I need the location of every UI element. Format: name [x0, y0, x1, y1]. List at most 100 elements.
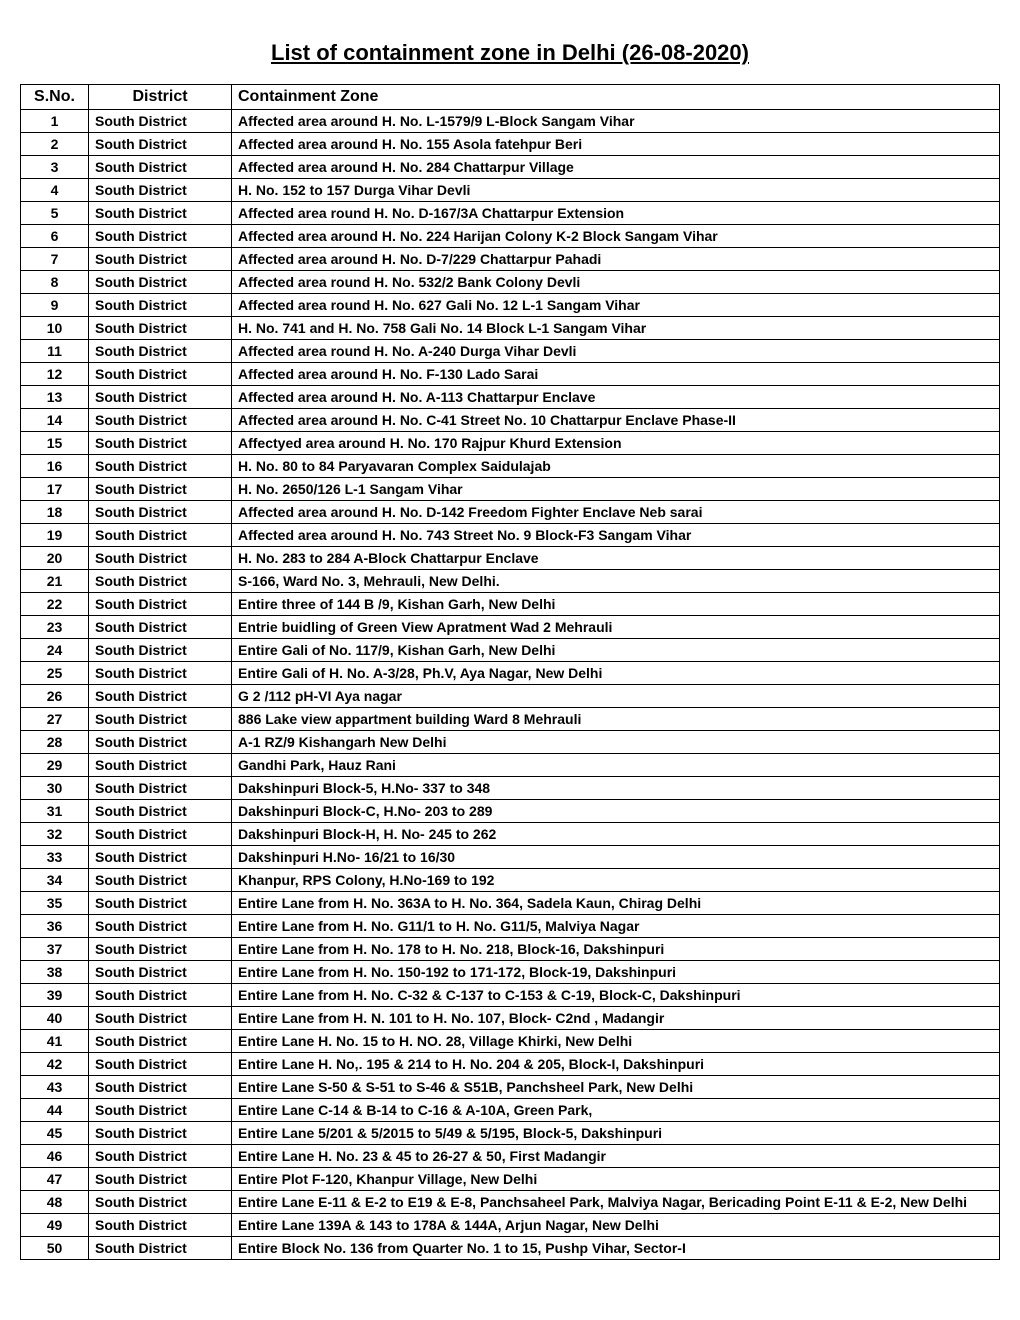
table-row: 32South DistrictDakshinpuri Block-H, H. …: [21, 823, 1000, 846]
cell-sno: 32: [21, 823, 89, 846]
cell-district: South District: [89, 271, 232, 294]
table-row: 38South DistrictEntire Lane from H. No. …: [21, 961, 1000, 984]
cell-district: South District: [89, 547, 232, 570]
cell-zone: Entire Lane from H. No. C-32 & C-137 to …: [232, 984, 1000, 1007]
table-row: 31South DistrictDakshinpuri Block-C, H.N…: [21, 800, 1000, 823]
cell-zone: Entire Plot F-120, Khanpur Village, New …: [232, 1168, 1000, 1191]
cell-zone: Entire three of 144 B /9, Kishan Garh, N…: [232, 593, 1000, 616]
cell-sno: 49: [21, 1214, 89, 1237]
table-row: 19South DistrictAffected area around H. …: [21, 524, 1000, 547]
table-row: 2South DistrictAffected area around H. N…: [21, 133, 1000, 156]
table-row: 45South DistrictEntire Lane 5/201 & 5/20…: [21, 1122, 1000, 1145]
cell-zone: Affected area round H. No. 532/2 Bank Co…: [232, 271, 1000, 294]
table-row: 22South DistrictEntire three of 144 B /9…: [21, 593, 1000, 616]
table-row: 12South DistrictAffected area around H. …: [21, 363, 1000, 386]
col-header-district: District: [89, 85, 232, 110]
cell-sno: 39: [21, 984, 89, 1007]
cell-district: South District: [89, 800, 232, 823]
cell-sno: 29: [21, 754, 89, 777]
cell-sno: 33: [21, 846, 89, 869]
cell-sno: 14: [21, 409, 89, 432]
cell-zone: Entire Lane H. No,. 195 & 214 to H. No. …: [232, 1053, 1000, 1076]
table-row: 7South DistrictAffected area around H. N…: [21, 248, 1000, 271]
cell-district: South District: [89, 110, 232, 133]
table-row: 33South DistrictDakshinpuri H.No- 16/21 …: [21, 846, 1000, 869]
cell-sno: 45: [21, 1122, 89, 1145]
cell-zone: Affected area around H. No. D-7/229 Chat…: [232, 248, 1000, 271]
table-row: 18South DistrictAffected area around H. …: [21, 501, 1000, 524]
cell-zone: Dakshinpuri Block-H, H. No- 245 to 262: [232, 823, 1000, 846]
cell-sno: 12: [21, 363, 89, 386]
cell-zone: Affected area around H. No. A-113 Chatta…: [232, 386, 1000, 409]
cell-district: South District: [89, 1076, 232, 1099]
cell-zone: Entire Gali of No. 117/9, Kishan Garh, N…: [232, 639, 1000, 662]
cell-district: South District: [89, 984, 232, 1007]
cell-sno: 9: [21, 294, 89, 317]
cell-sno: 1: [21, 110, 89, 133]
cell-sno: 18: [21, 501, 89, 524]
cell-district: South District: [89, 202, 232, 225]
cell-zone: Entire Lane H. No. 23 & 45 to 26-27 & 50…: [232, 1145, 1000, 1168]
table-row: 14South DistrictAffected area around H. …: [21, 409, 1000, 432]
cell-sno: 43: [21, 1076, 89, 1099]
table-row: 44South DistrictEntire Lane C-14 & B-14 …: [21, 1099, 1000, 1122]
table-row: 10South DistrictH. No. 741 and H. No. 75…: [21, 317, 1000, 340]
cell-district: South District: [89, 1237, 232, 1260]
cell-zone: Entire Lane from H. No. 178 to H. No. 21…: [232, 938, 1000, 961]
cell-district: South District: [89, 639, 232, 662]
cell-zone: Affected area round H. No. 627 Gali No. …: [232, 294, 1000, 317]
cell-zone: A-1 RZ/9 Kishangarh New Delhi: [232, 731, 1000, 754]
cell-zone: Affected area around H. No. 743 Street N…: [232, 524, 1000, 547]
cell-sno: 38: [21, 961, 89, 984]
cell-sno: 46: [21, 1145, 89, 1168]
table-row: 1South DistrictAffected area around H. N…: [21, 110, 1000, 133]
cell-district: South District: [89, 1122, 232, 1145]
cell-district: South District: [89, 386, 232, 409]
cell-zone: Affected area round H. No. D-167/3A Chat…: [232, 202, 1000, 225]
cell-zone: Affectyed area around H. No. 170 Rajpur …: [232, 432, 1000, 455]
table-row: 29South DistrictGandhi Park, Hauz Rani: [21, 754, 1000, 777]
cell-zone: Affected area around H. No. C-41 Street …: [232, 409, 1000, 432]
table-row: 37South DistrictEntire Lane from H. No. …: [21, 938, 1000, 961]
table-row: 30South DistrictDakshinpuri Block-5, H.N…: [21, 777, 1000, 800]
cell-zone: Gandhi Park, Hauz Rani: [232, 754, 1000, 777]
cell-district: South District: [89, 363, 232, 386]
cell-district: South District: [89, 938, 232, 961]
cell-zone: Entire Lane E-11 & E-2 to E19 & E-8, Pan…: [232, 1191, 1000, 1214]
cell-sno: 28: [21, 731, 89, 754]
cell-district: South District: [89, 524, 232, 547]
cell-sno: 5: [21, 202, 89, 225]
cell-sno: 25: [21, 662, 89, 685]
table-row: 46South DistrictEntire Lane H. No. 23 & …: [21, 1145, 1000, 1168]
cell-district: South District: [89, 248, 232, 271]
table-row: 23South DistrictEntrie buidling of Green…: [21, 616, 1000, 639]
table-row: 24South DistrictEntire Gali of No. 117/9…: [21, 639, 1000, 662]
table-row: 41South DistrictEntire Lane H. No. 15 to…: [21, 1030, 1000, 1053]
cell-sno: 34: [21, 869, 89, 892]
cell-district: South District: [89, 1007, 232, 1030]
cell-district: South District: [89, 685, 232, 708]
cell-sno: 27: [21, 708, 89, 731]
cell-zone: G 2 /112 pH-VI Aya nagar: [232, 685, 1000, 708]
cell-district: South District: [89, 1099, 232, 1122]
table-row: 27South District886 Lake view appartment…: [21, 708, 1000, 731]
cell-district: South District: [89, 846, 232, 869]
cell-sno: 31: [21, 800, 89, 823]
cell-zone: Entrie buidling of Green View Apratment …: [232, 616, 1000, 639]
table-row: 20South DistrictH. No. 283 to 284 A-Bloc…: [21, 547, 1000, 570]
cell-zone: Affected area round H. No. A-240 Durga V…: [232, 340, 1000, 363]
table-row: 16South DistrictH. No. 80 to 84 Paryavar…: [21, 455, 1000, 478]
cell-sno: 13: [21, 386, 89, 409]
table-row: 11South DistrictAffected area round H. N…: [21, 340, 1000, 363]
table-row: 34South DistrictKhanpur, RPS Colony, H.N…: [21, 869, 1000, 892]
cell-sno: 35: [21, 892, 89, 915]
table-row: 50South DistrictEntire Block No. 136 fro…: [21, 1237, 1000, 1260]
cell-sno: 11: [21, 340, 89, 363]
table-row: 35South DistrictEntire Lane from H. No. …: [21, 892, 1000, 915]
cell-sno: 10: [21, 317, 89, 340]
cell-district: South District: [89, 892, 232, 915]
cell-zone: Affected area around H. No. 155 Asola fa…: [232, 133, 1000, 156]
cell-zone: Affected area around H. No. F-130 Lado S…: [232, 363, 1000, 386]
table-row: 47South DistrictEntire Plot F-120, Khanp…: [21, 1168, 1000, 1191]
cell-zone: Affected area around H. No. L-1579/9 L-B…: [232, 110, 1000, 133]
